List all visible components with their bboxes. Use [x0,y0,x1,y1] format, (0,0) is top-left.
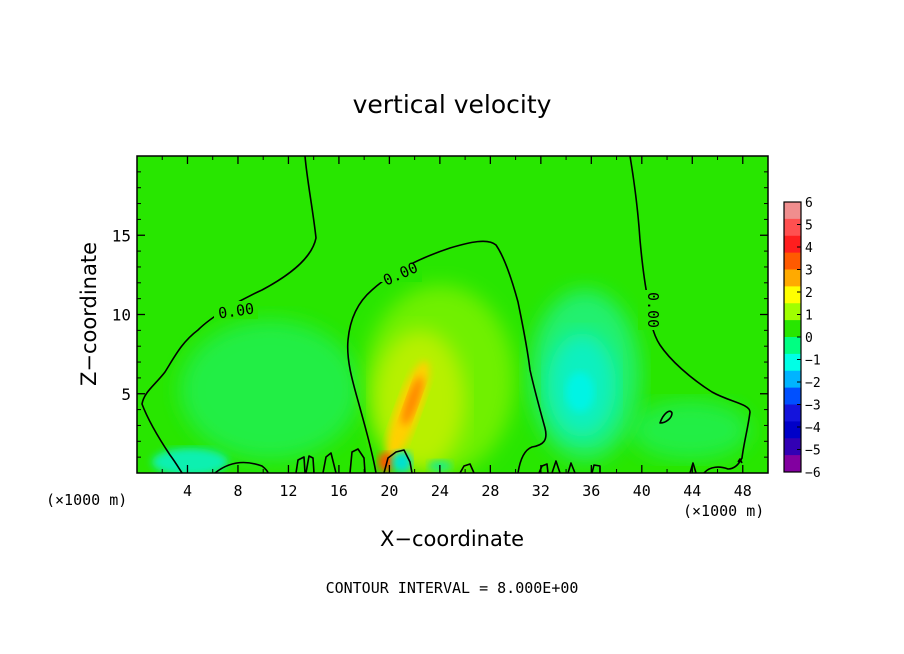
contour-updraft [346,240,547,473]
colorbar-swatch [784,269,801,287]
x-tick-label: 16 [330,482,348,500]
colorbar-label: 3 [805,264,813,279]
contour-label-bg [378,264,422,282]
plot-area [137,156,768,473]
y-tick-label: 10 [112,306,131,325]
colorbar-label: 1 [805,309,813,324]
contour-bottom-left-3 [322,452,337,473]
colorbar-swatch [784,337,801,355]
x-tick-label: 24 [431,482,449,500]
x-tick-label: 40 [633,482,651,500]
colorbar-label: −5 [805,444,821,459]
colorbar-swatch [784,455,801,473]
colorbar-label: −4 [805,421,821,436]
colorbar-swatch [784,404,801,422]
contour-label-bg [214,301,258,319]
x-tick-label: 8 [233,482,242,500]
x-tick-label: 20 [380,482,398,500]
contour-updraft-foot [383,449,413,473]
colorbar-label: 4 [805,241,813,256]
x-tick-label: 32 [532,482,550,500]
colorbar-label: 2 [805,286,813,301]
colorbar-label: −3 [805,399,821,414]
x-tick-label: 12 [279,482,297,500]
x-tick-label: 48 [734,482,752,500]
x-unit-right: (×1000 m) [683,502,764,520]
contour-bottom-left-2 [295,455,315,473]
weak-downdraft-left [180,320,360,460]
chart-title: vertical velocity [353,90,552,119]
contour-label-left: 0.00 [217,300,255,323]
colorbar-swatch [784,252,801,270]
x-axis: 4 8 12 16 20 24 28 32 36 40 44 48 [161,156,752,500]
colorbar-swatch [784,202,801,220]
contour-left [141,156,317,473]
y-axis: 5 10 15 [112,171,768,458]
contour-right [629,156,751,473]
surface-downdraft [392,451,412,473]
y-tick-label: 5 [121,385,131,404]
colorbar-swatch [784,286,801,304]
contour-label-bg [638,290,658,330]
y-axis-label: Z−coordinate [77,242,101,386]
zero-contours [141,156,751,473]
colorbar-label: −1 [805,354,821,369]
contour-right-tick [689,458,743,473]
contour-label-right: 0.00 [644,292,662,328]
x-tick-label: 28 [481,482,499,500]
colorbar-swatch [784,438,801,456]
colorbar-label: −6 [805,466,821,481]
colorbar-swatch [784,218,801,237]
contour-interval-note: CONTOUR INTERVAL = 8.000E+00 [326,579,579,597]
x-tick-label: 44 [683,482,701,500]
weak-downdraft-right [630,400,750,460]
colorbar-label: −2 [805,376,821,391]
contour-right-small [659,410,673,424]
contour-bottom-mid-3 [591,464,601,473]
x-tick-label: 4 [183,482,192,500]
field-blobs [152,285,750,473]
contour-bottom-left-4 [349,448,366,473]
colorbar-swatch [784,421,801,439]
colorbar-swatch [784,387,801,405]
colorbar-swatch [784,303,801,321]
colorbar-label: 5 [805,219,813,234]
downdraft-bottom-left [152,448,228,473]
colorbar: 6 5 4 3 2 1 0 −1 −2 −3 −4 −5 −6 [783,196,821,481]
x-unit-left: (×1000 m) [46,491,127,509]
colorbar-swatch [784,235,801,254]
colorbar-label: 6 [805,196,813,211]
x-tick-label: 36 [582,482,600,500]
y-tick-label: 15 [112,226,131,245]
updraft-plume-core [401,376,423,426]
colorbar-swatch [784,320,801,338]
colorbar-swatch [784,353,801,372]
contour-bottom-left-1 [214,461,269,473]
colorbar-swatch [784,370,801,389]
x-axis-label: X−coordinate [380,527,524,551]
contour-bottom-mid-1 [459,463,475,473]
colorbar-label: 0 [805,331,813,346]
downdraft-center [566,372,594,412]
